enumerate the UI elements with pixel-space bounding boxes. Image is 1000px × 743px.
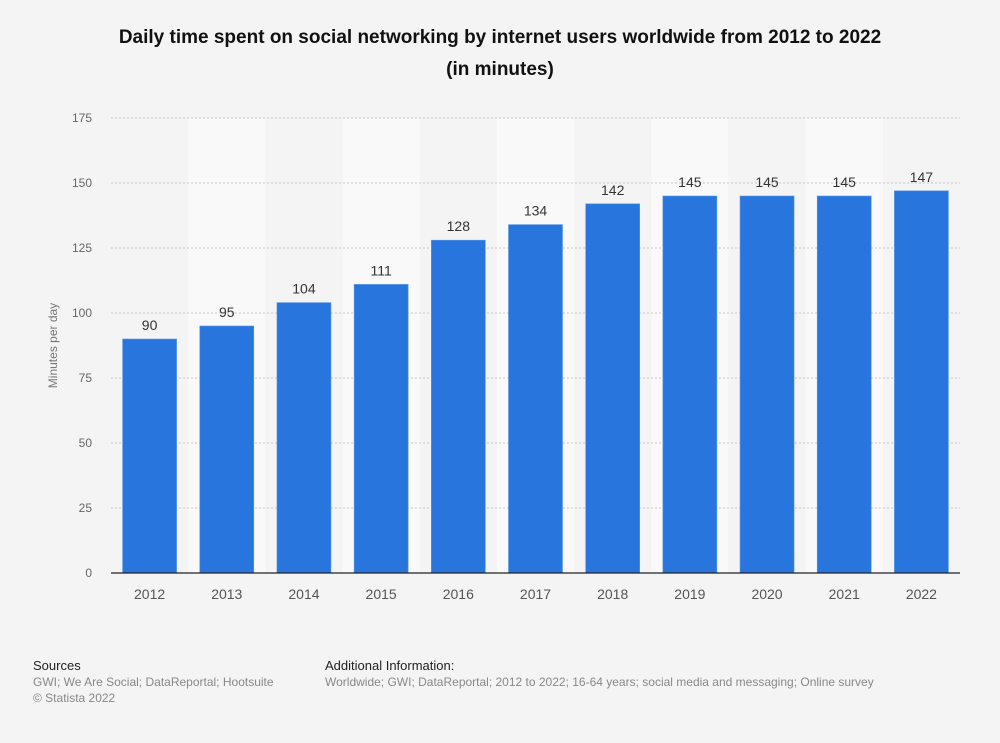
chart-title-line2: (in minutes) <box>446 59 554 80</box>
bar-2012[interactable] <box>122 338 177 574</box>
bar-2014[interactable] <box>276 302 332 574</box>
x-axis-ticks: 2012 2013 2014 2015 2016 2017 2018 2019 2020 2021… <box>134 586 937 602</box>
y-tick-label: 175 <box>72 111 92 125</box>
value-label: 145 <box>833 174 857 190</box>
y-tick-label: 125 <box>72 241 92 255</box>
y-tick-label: 100 <box>72 306 92 320</box>
sources-block: Sources GWI; We Are Social; DataReportal… <box>33 658 274 706</box>
value-labels: 90 95 104 111 128 134 142 145 145 145 147 <box>142 169 933 333</box>
bar-2021[interactable] <box>816 195 872 574</box>
value-label: 90 <box>142 317 158 333</box>
value-label: 128 <box>447 218 471 234</box>
additional-info-text: Worldwide; GWI; DataReportal; 2012 to 20… <box>325 675 874 689</box>
value-label: 145 <box>678 174 702 190</box>
y-tick-label: 75 <box>79 371 93 385</box>
y-tick-label: 150 <box>72 176 92 190</box>
bar-2016[interactable] <box>431 239 486 574</box>
bar-2019[interactable] <box>662 195 718 574</box>
additional-info-heading: Additional Information: <box>325 658 455 673</box>
bar-2022[interactable] <box>894 190 949 574</box>
additional-info-block: Additional Information: Worldwide; GWI; … <box>325 658 874 690</box>
value-label: 95 <box>219 304 235 320</box>
x-tick-label: 2019 <box>674 586 705 602</box>
x-tick-label: 2018 <box>597 586 628 602</box>
bar-2017[interactable] <box>508 224 563 574</box>
x-tick-label: 2012 <box>134 586 165 602</box>
y-axis-ticks: 0 25 50 75 100 125 150 175 <box>72 111 92 580</box>
value-label: 104 <box>292 281 316 297</box>
y-axis-label: Minutes per day <box>46 303 60 388</box>
value-label: 145 <box>755 174 779 190</box>
y-tick-label: 50 <box>79 436 93 450</box>
x-tick-label: 2022 <box>906 586 937 602</box>
copyright: © Statista 2022 <box>33 691 116 705</box>
x-tick-label: 2015 <box>366 586 397 602</box>
bar-2020[interactable] <box>739 195 795 574</box>
y-tick-label: 25 <box>79 501 93 515</box>
x-tick-label: 2017 <box>520 586 551 602</box>
bars <box>122 190 949 574</box>
x-tick-label: 2014 <box>288 586 319 602</box>
value-label: 134 <box>524 203 548 219</box>
x-tick-label: 2013 <box>211 586 242 602</box>
bar-2015[interactable] <box>353 284 409 574</box>
value-label: 147 <box>910 169 934 185</box>
bar-2013[interactable] <box>199 325 255 574</box>
sources-text: GWI; We Are Social; DataReportal; Hootsu… <box>33 675 274 689</box>
x-tick-label: 2020 <box>751 586 782 602</box>
chart-title: Daily time spent on social networking by… <box>0 22 1000 86</box>
x-tick-label: 2021 <box>829 586 860 602</box>
value-label: 111 <box>370 262 391 278</box>
value-label: 142 <box>601 182 625 198</box>
y-tick-label: 0 <box>85 566 92 580</box>
bar-2018[interactable] <box>585 203 640 574</box>
chart-title-line1: Daily time spent on social networking by… <box>118 27 882 48</box>
x-tick-label: 2016 <box>443 586 474 602</box>
sources-heading: Sources <box>33 658 81 673</box>
